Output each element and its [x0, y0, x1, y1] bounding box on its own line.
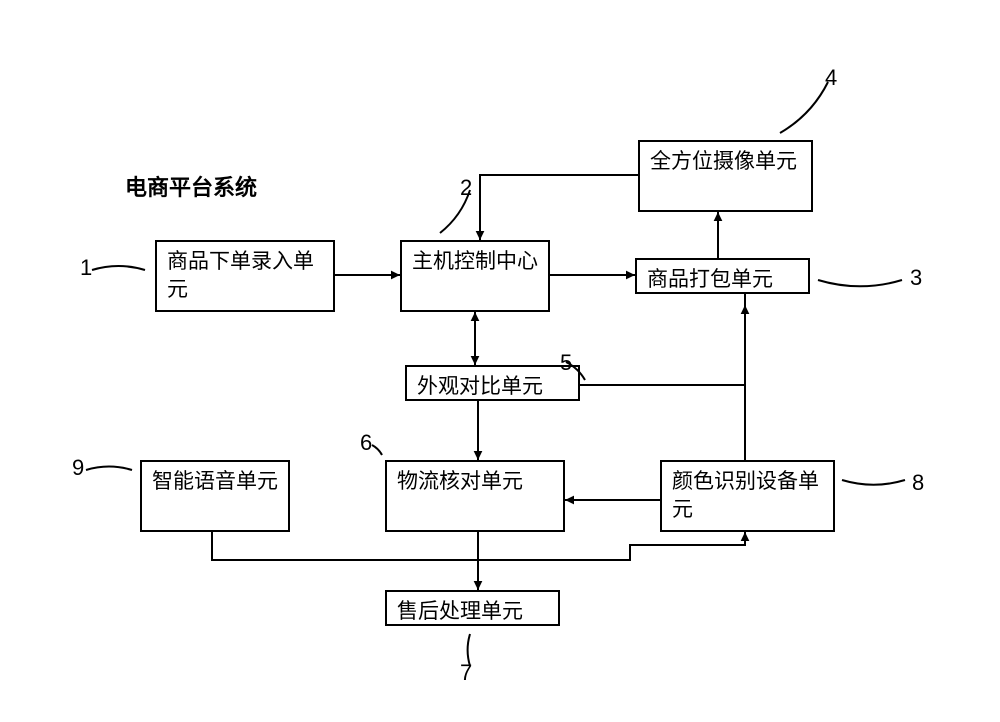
node-label: 全方位摄像单元 — [650, 148, 797, 176]
node-after-sales-unit: 售后处理单元 — [385, 590, 560, 626]
callout-number-1: 1 — [80, 255, 92, 281]
node-label: 售后处理单元 — [397, 598, 523, 626]
node-appearance-compare-unit: 外观对比单元 — [405, 365, 580, 401]
node-label: 外观对比单元 — [417, 373, 543, 401]
node-label: 颜色识别设备单元 — [672, 468, 823, 525]
callout-number-3: 3 — [910, 265, 922, 291]
node-smart-voice-unit: 智能语音单元 — [140, 460, 290, 532]
diagram-canvas: 电商平台系统 商品下单录入单元 主机控制中心 商品打包单元 全方位摄像单元 外观… — [0, 0, 1000, 722]
callout-number-7: 7 — [460, 660, 472, 686]
node-host-control-center: 主机控制中心 — [400, 240, 550, 312]
node-packaging-unit: 商品打包单元 — [635, 258, 810, 294]
node-logistics-check-unit: 物流核对单元 — [385, 460, 565, 532]
diagram-title: 电商平台系统 — [125, 170, 257, 202]
node-label: 商品打包单元 — [647, 266, 773, 294]
node-color-recognition-unit: 颜色识别设备单元 — [660, 460, 835, 532]
node-label: 智能语音单元 — [152, 468, 278, 496]
node-label: 主机控制中心 — [412, 248, 538, 276]
node-order-input: 商品下单录入单元 — [155, 240, 335, 312]
callout-number-2: 2 — [460, 175, 472, 201]
node-label: 物流核对单元 — [397, 468, 523, 496]
callout-number-8: 8 — [912, 470, 924, 496]
callout-number-9: 9 — [72, 455, 84, 481]
node-omni-camera-unit: 全方位摄像单元 — [638, 140, 813, 212]
callout-number-6: 6 — [360, 430, 372, 456]
node-label: 商品下单录入单元 — [167, 248, 323, 305]
callout-number-5: 5 — [560, 350, 572, 376]
callout-number-4: 4 — [825, 65, 837, 91]
